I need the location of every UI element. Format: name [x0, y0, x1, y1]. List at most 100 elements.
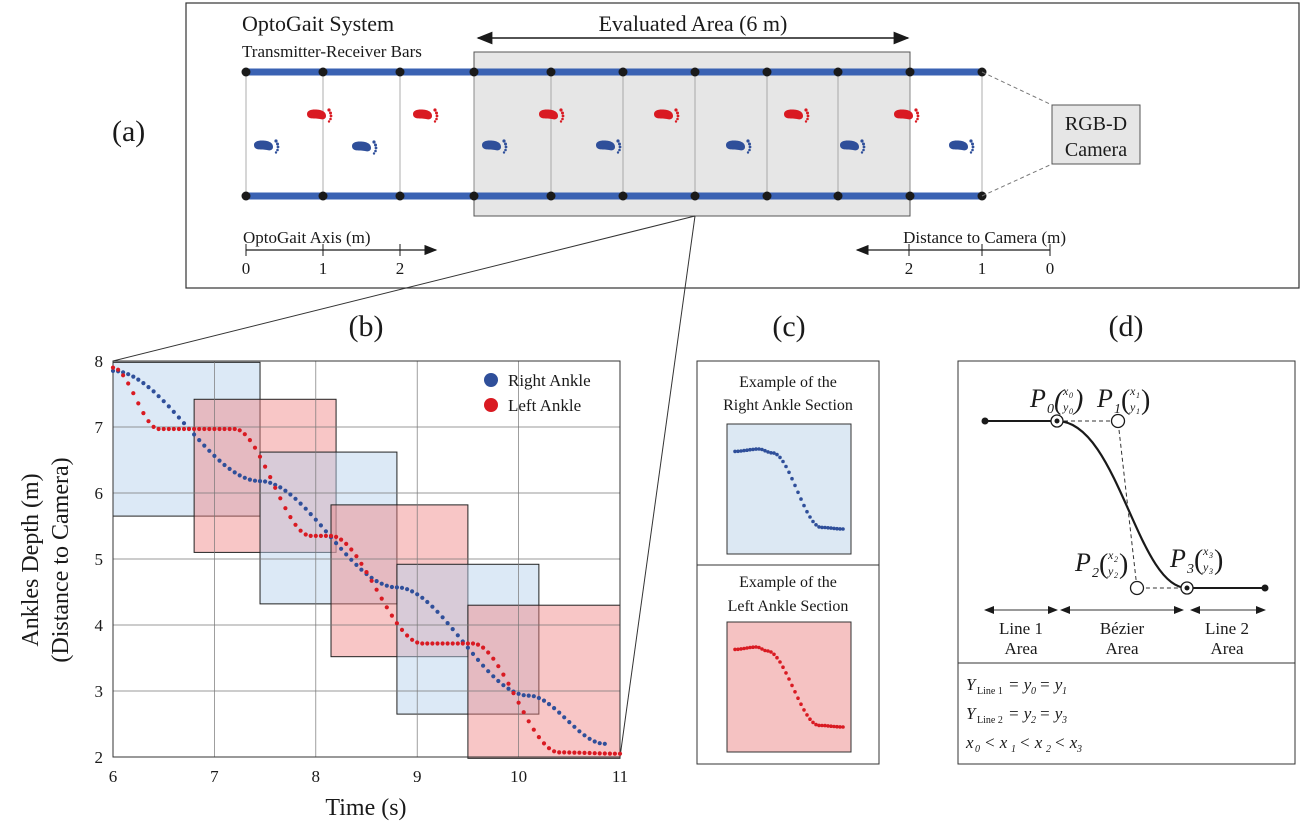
left-section-point: [829, 724, 833, 728]
right-section-point: [778, 455, 782, 460]
panel-a: (a) OptoGait System Transmitter-Receiver…: [112, 2, 1300, 758]
left-ankle-point: [268, 475, 273, 480]
right-section-point: [808, 515, 812, 519]
right-section-point: [805, 509, 809, 514]
equation-3: x 0 < x 1 < x 2 < x 3: [965, 733, 1082, 755]
left-ankle-point: [506, 681, 511, 686]
right-ankle-point: [445, 621, 450, 626]
p1-marker: [1110, 413, 1126, 429]
svg-text:y: y: [1129, 400, 1136, 414]
left-section-point: [799, 702, 803, 706]
right-ankle-point: [430, 604, 435, 609]
svg-text:1: 1: [1114, 402, 1121, 417]
right-ankle-point: [303, 506, 308, 511]
left-ankle-point: [557, 750, 562, 755]
right-ankle-point: [247, 477, 252, 482]
left-section-point: [781, 665, 785, 669]
left-section-point: [760, 647, 764, 651]
right-ankle-point: [562, 715, 567, 720]
left-ankle-point: [288, 515, 293, 520]
sensor-node-bottom-2: [395, 191, 405, 201]
left-ankle-point: [536, 735, 542, 740]
left-section-point: [826, 724, 830, 728]
right-ankle-point: [521, 693, 526, 698]
sensor-node-bottom-3: [469, 191, 479, 201]
left-ankle-point: [202, 426, 207, 432]
sensor-node-bottom-9: [905, 191, 915, 201]
right-ankle-point: [293, 496, 298, 501]
right-ankle-point: [572, 724, 577, 729]
svg-text:P: P: [1169, 544, 1186, 573]
right-ankle-point: [242, 475, 247, 480]
svg-text:2: 2: [1114, 571, 1118, 580]
left-ankle-point: [607, 751, 613, 756]
left-section-point: [805, 713, 809, 717]
right-ankle-point: [318, 523, 323, 528]
right-section-point: [832, 526, 836, 531]
y-tick-label-6: 6: [95, 484, 104, 503]
control-polygon: [1057, 420, 1187, 589]
left-ankle-point: [359, 561, 364, 566]
panel-d-frame: [957, 360, 1296, 765]
left-ankle-point: [176, 426, 181, 432]
left-ankle-point: [612, 751, 618, 756]
right-ankle-point: [339, 546, 344, 551]
right-ankle-point: [334, 541, 339, 546]
evaluated-area: [473, 51, 911, 217]
section-box-right-2: [259, 451, 398, 605]
right-section-point: [787, 470, 791, 475]
svg-text:y: y: [1062, 400, 1069, 414]
left-ankle-point: [394, 621, 399, 626]
x-tick-label-11: 11: [612, 767, 628, 786]
right-ankle-point: [349, 557, 354, 562]
right-section-title-1: Example of the: [739, 374, 837, 391]
panel-c-label: (c): [772, 310, 805, 343]
legend-left-marker: [484, 398, 498, 412]
left-ankle-point: [192, 426, 197, 432]
svg-text:0: 0: [1031, 686, 1036, 697]
line1-area-label-2: Area: [1004, 639, 1037, 658]
svg-text:): ): [1214, 545, 1223, 576]
optogait-tick-1: 1: [319, 259, 328, 278]
svg-text:P: P: [1029, 384, 1046, 413]
left-ankle-point: [273, 485, 278, 490]
evaluated-area-label: Evaluated Area (6 m): [599, 11, 788, 36]
right-section-point: [736, 449, 740, 454]
optogait-tick-2: 2: [396, 259, 405, 278]
line2-area-label-1: Line 2: [1205, 619, 1249, 638]
right-section-point: [814, 523, 818, 527]
left-section-point: [838, 725, 842, 729]
right-ankle-point: [176, 415, 181, 420]
equation-1: Y Line 1 = y 0 = y 1: [966, 675, 1067, 697]
right-ankle-point: [475, 657, 481, 663]
right-section-point: [769, 451, 773, 455]
left-ankle-point: [181, 426, 187, 432]
svg-text:Line 2: Line 2: [977, 715, 1003, 726]
x-tick-label-7: 7: [210, 767, 219, 786]
right-ankle-point: [541, 698, 547, 703]
left-section-point: [754, 645, 758, 649]
right-ankle-point: [531, 694, 536, 699]
right-section-point: [838, 527, 842, 531]
left-ankle-point: [415, 640, 420, 645]
right-ankle-point: [212, 453, 217, 458]
right-section-point: [823, 525, 827, 530]
right-ankle-point: [146, 385, 151, 390]
left-ankle-point: [455, 641, 460, 646]
svg-text:y: y: [1202, 560, 1209, 574]
sensor-node-bottom-7: [762, 191, 772, 201]
left-ankle-point: [450, 641, 455, 646]
panel-c-frame: [696, 360, 880, 765]
right-ankle-point: [166, 404, 171, 409]
right-ankle-point: [399, 585, 405, 590]
left-ankle-point: [369, 578, 374, 583]
right-section-point: [772, 451, 776, 455]
right-ankle-point: [389, 584, 394, 590]
right-section-point: [826, 526, 830, 530]
right-ankle-point: [592, 739, 597, 744]
left-ankle-point: [521, 710, 526, 715]
x-tick-label-8: 8: [312, 767, 321, 786]
left-section-point: [769, 650, 773, 654]
